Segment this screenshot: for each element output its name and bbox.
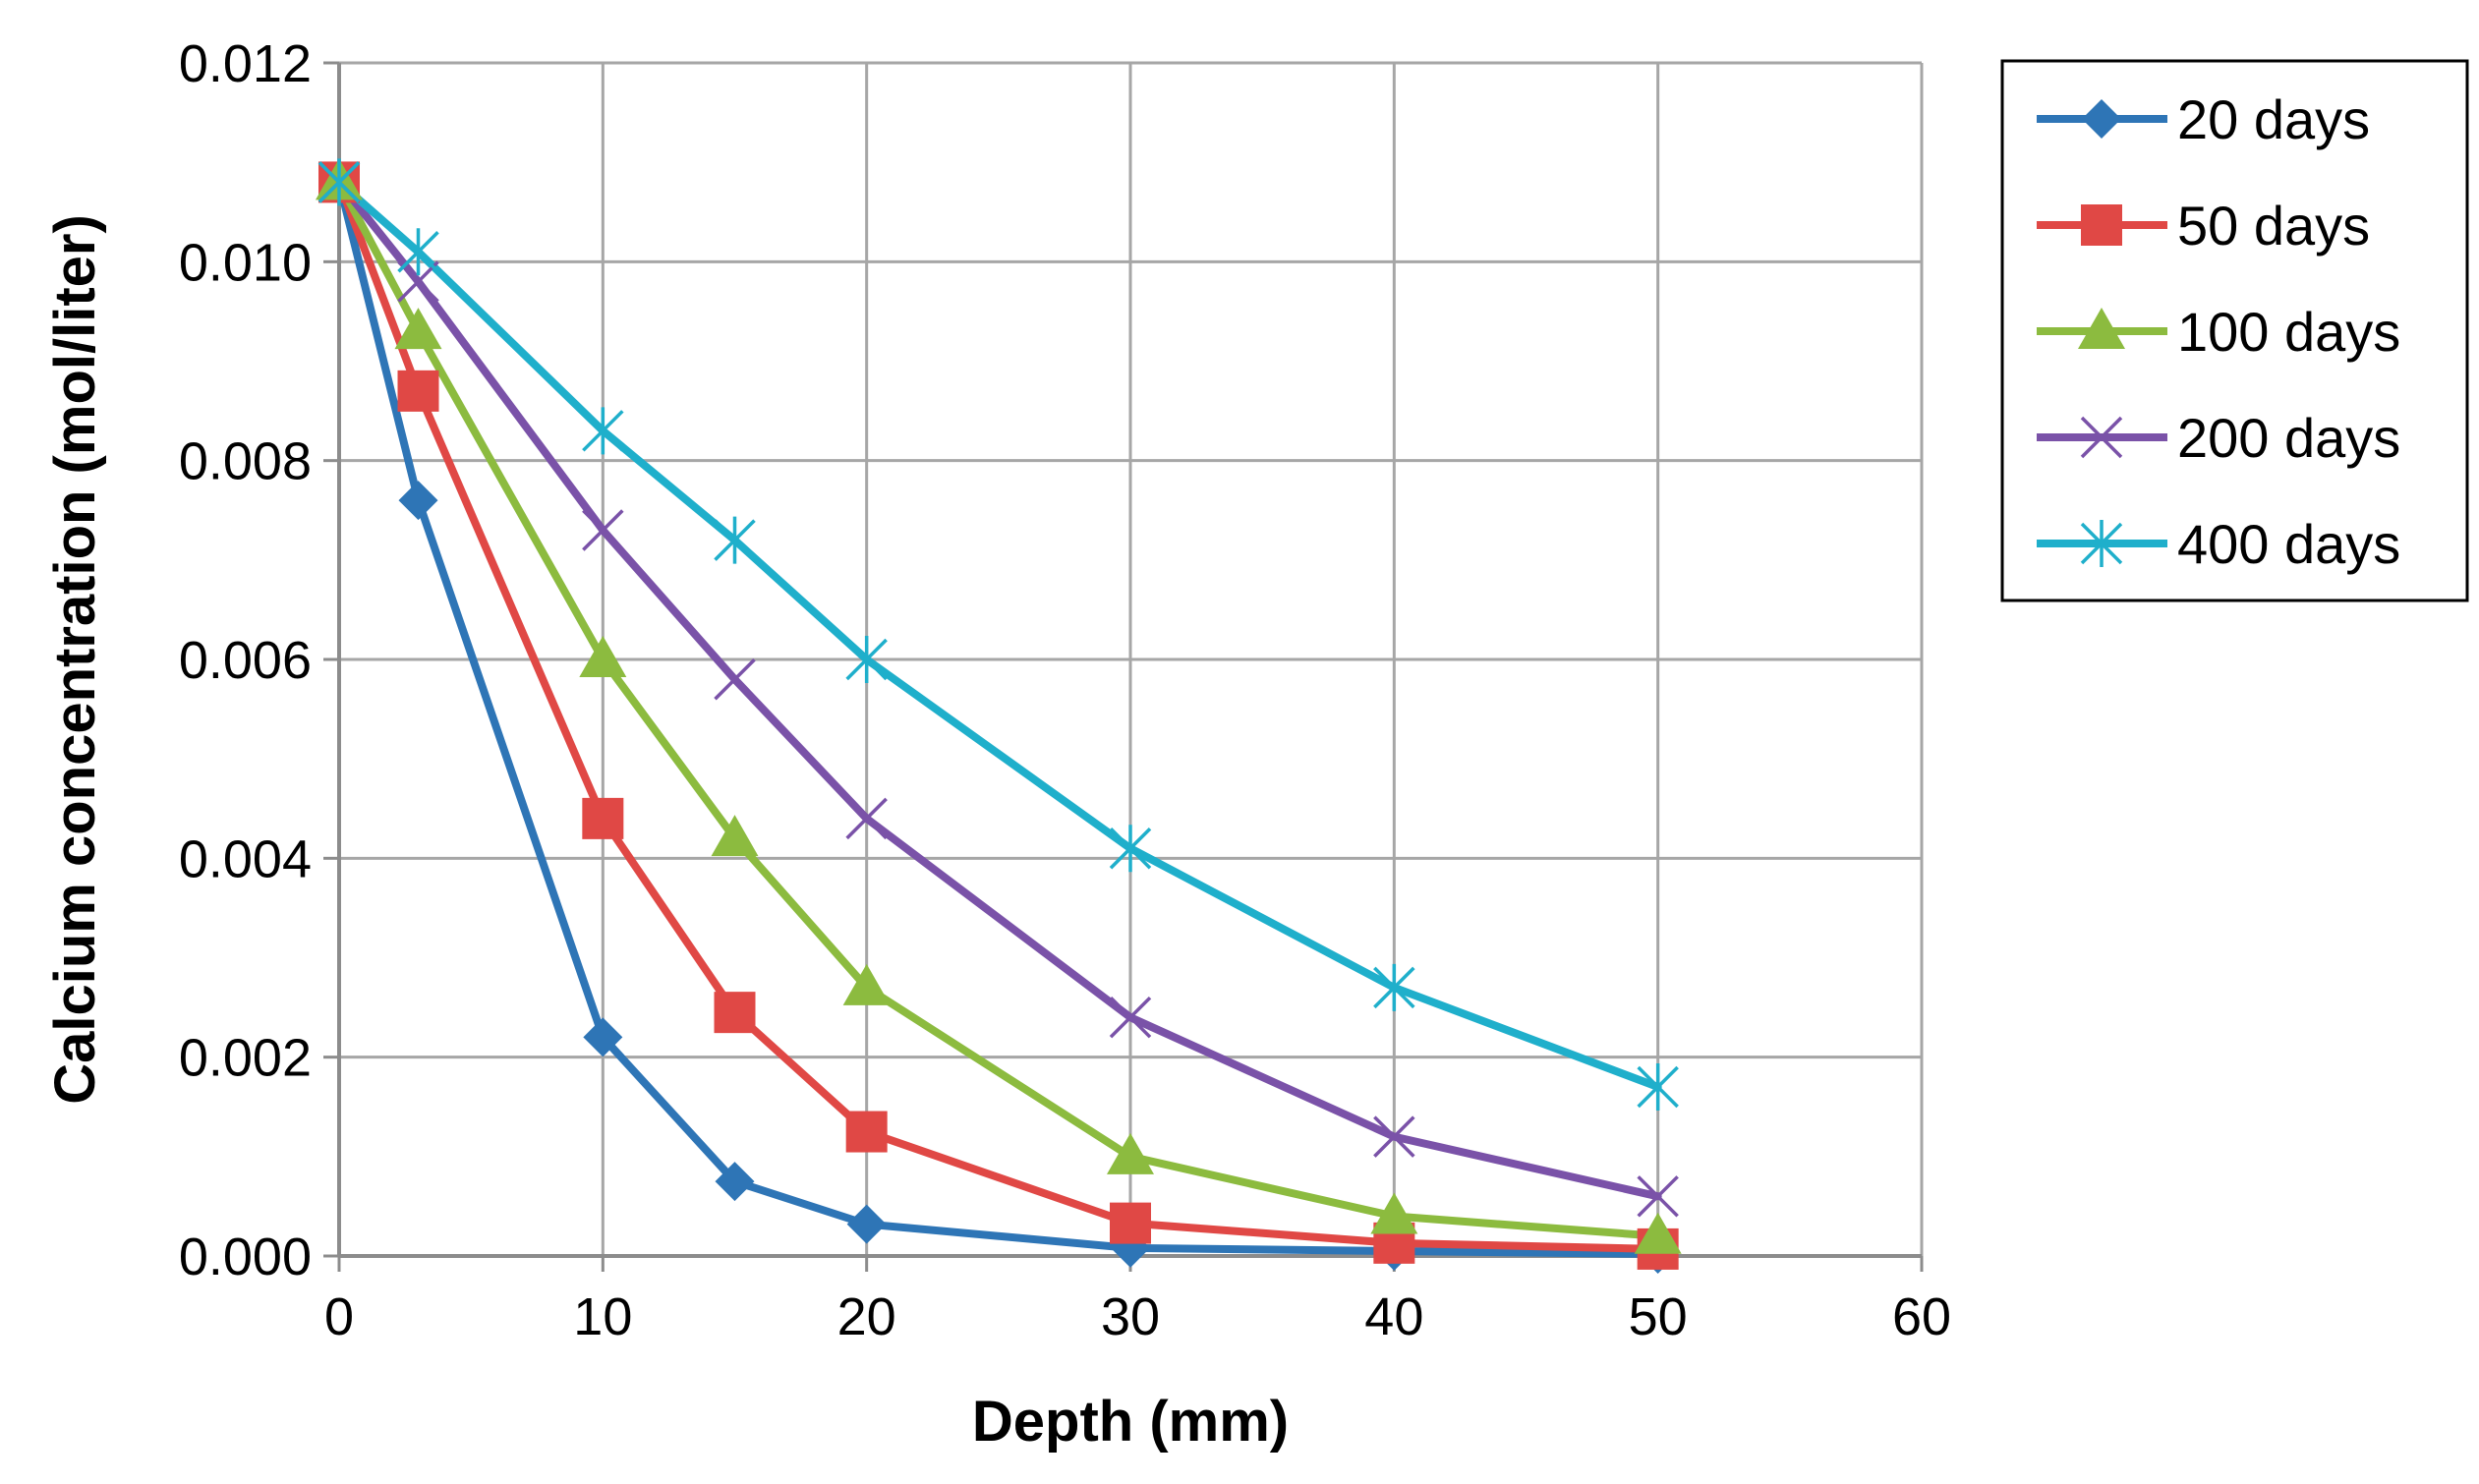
data-point-50-days	[1110, 1202, 1151, 1244]
legend-marker-200-days	[2080, 416, 2123, 459]
x-tick-label: 60	[1892, 1287, 1951, 1346]
data-point-400-days	[1109, 825, 1152, 873]
series-line-400-days	[335, 178, 1662, 1092]
data-point-20-days	[398, 481, 438, 521]
data-point-50-days	[714, 992, 756, 1034]
legend-marker-100-days	[2078, 308, 2125, 349]
x-tick-label: 30	[1101, 1287, 1160, 1346]
data-point-400-days	[317, 158, 361, 206]
data-point-100-days	[1370, 1192, 1418, 1234]
x-tick-label: 20	[837, 1287, 896, 1346]
y-tick-label: 0.006	[179, 631, 312, 690]
series-line-200-days	[335, 178, 1662, 1201]
x-tick-label: 50	[1629, 1287, 1688, 1346]
data-point-100-days	[1634, 1212, 1682, 1254]
series-line-20-days	[335, 178, 1662, 1258]
legend-marker-50-days	[2081, 204, 2122, 246]
series-line-50-days	[335, 178, 1662, 1253]
data-point-50-days	[845, 1111, 888, 1153]
legend-marker-20-days	[2082, 99, 2121, 139]
series-markers	[316, 158, 1682, 1274]
x-tick-label: 10	[573, 1287, 632, 1346]
series-line-100-days	[335, 178, 1662, 1240]
data-point-400-days	[1637, 1063, 1679, 1112]
data-point-50-days	[397, 370, 439, 412]
legend-marker-400-days	[2080, 520, 2123, 567]
data-point-200-days	[1637, 1175, 1679, 1218]
y-axis-title: Calcium concentration (mol/liter)	[43, 214, 107, 1105]
legend-label-400-days: 400 days	[2177, 513, 2400, 575]
data-point-400-days	[845, 636, 888, 683]
data-point-400-days	[714, 516, 756, 564]
data-point-100-days	[579, 636, 627, 677]
y-tick-label: 0.000	[179, 1227, 312, 1286]
x-tick-label: 0	[324, 1287, 354, 1346]
y-tick-label: 0.004	[179, 829, 312, 888]
data-point-100-days	[842, 963, 891, 1005]
data-point-100-days	[711, 815, 759, 857]
data-point-20-days	[583, 1017, 623, 1057]
data-point-400-days	[397, 228, 439, 276]
data-point-200-days	[582, 509, 624, 551]
data-point-200-days	[845, 797, 888, 840]
legend-label-100-days: 100 days	[2177, 301, 2400, 363]
legend-label-200-days: 200 days	[2177, 407, 2400, 469]
legend-label-50-days: 50 days	[2177, 195, 2370, 257]
series-lines	[335, 178, 1662, 1258]
y-tick-label: 0.002	[179, 1029, 312, 1088]
y-tick-label: 0.008	[179, 432, 312, 491]
data-point-400-days	[1373, 963, 1415, 1011]
y-tick-label: 0.010	[179, 233, 312, 292]
legend: 20 days 50 days 100 days 200 days 400 days	[2000, 59, 2469, 602]
x-tick-label: 40	[1364, 1287, 1423, 1346]
data-point-100-days	[394, 308, 442, 350]
y-tick-label: 0.012	[179, 34, 312, 93]
legend-label-20-days: 20 days	[2177, 88, 2370, 150]
data-point-20-days	[715, 1162, 755, 1202]
data-point-20-days	[846, 1204, 887, 1244]
x-axis-title: Depth (mm)	[972, 1390, 1289, 1454]
data-point-200-days	[714, 657, 756, 701]
data-point-50-days	[582, 797, 624, 839]
data-point-200-days	[1373, 1115, 1415, 1158]
data-point-100-days	[1107, 1132, 1154, 1174]
data-point-200-days	[397, 260, 439, 303]
data-point-200-days	[1109, 996, 1152, 1039]
data-point-400-days	[582, 407, 624, 455]
